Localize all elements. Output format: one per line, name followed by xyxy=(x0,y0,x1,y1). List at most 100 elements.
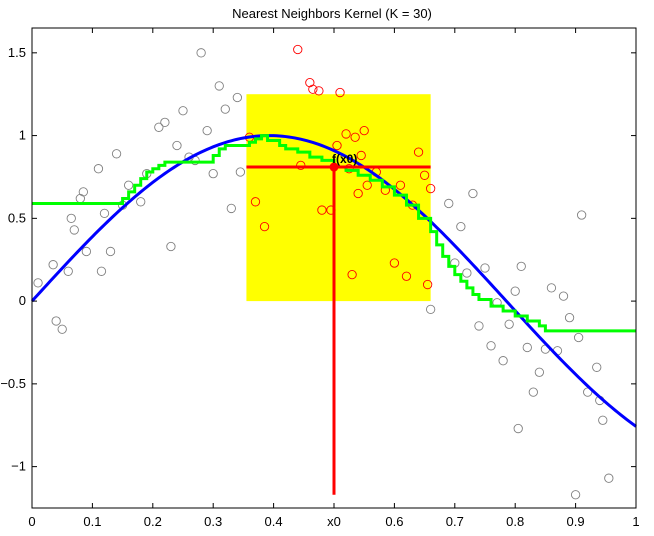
neighbor-point xyxy=(359,125,369,136)
y-tick-label: 0 xyxy=(19,293,26,308)
neighbor-point xyxy=(341,129,351,139)
x-tick-label: 0.4 xyxy=(265,514,283,529)
neighbor-point xyxy=(332,140,342,151)
data-point xyxy=(516,261,526,271)
data-point xyxy=(573,332,584,343)
neighbor-point xyxy=(305,77,315,88)
data-point xyxy=(474,321,484,331)
fx0-annotation: f(x0) xyxy=(332,152,357,166)
neighbor-point xyxy=(314,86,324,96)
data-point xyxy=(462,268,472,278)
neighbor-point xyxy=(259,221,270,232)
neighbor-point xyxy=(356,150,366,161)
neighbor-point xyxy=(250,197,261,207)
data-point xyxy=(78,187,88,197)
neighbor-point xyxy=(335,87,345,98)
data-point xyxy=(232,92,243,103)
data-point xyxy=(105,246,116,257)
data-point xyxy=(136,197,146,207)
data-point xyxy=(99,208,110,219)
data-point xyxy=(160,117,170,127)
data-point xyxy=(69,225,79,235)
neighbor-point xyxy=(317,205,327,215)
data-point xyxy=(202,125,212,136)
fx0-point xyxy=(329,162,339,172)
y-tick-label: 1 xyxy=(19,128,26,143)
y-tick-label: 0.5 xyxy=(8,210,26,225)
data-point xyxy=(63,266,73,276)
x-tick-label: 0.6 xyxy=(385,514,403,529)
data-point xyxy=(504,319,514,329)
data-point xyxy=(111,149,122,159)
data-point xyxy=(480,263,490,273)
y-tick-label: −0.5 xyxy=(0,376,26,391)
data-point xyxy=(528,387,538,397)
neighbor-point xyxy=(419,170,430,180)
x-tick-label: 0.8 xyxy=(506,514,524,529)
x-tick-label: x0 xyxy=(327,514,341,529)
data-point xyxy=(75,193,85,204)
data-point xyxy=(178,106,188,116)
data-point xyxy=(220,104,230,114)
x-tick-label: 0.9 xyxy=(567,514,585,529)
data-point xyxy=(468,188,478,199)
data-point xyxy=(226,203,236,214)
data-point xyxy=(172,140,182,151)
y-tick-label: −1 xyxy=(11,459,26,474)
neighbor-point xyxy=(296,160,306,171)
chart-title: Nearest Neighbors Kernel (K = 30) xyxy=(232,6,432,21)
data-point xyxy=(48,260,58,270)
data-point xyxy=(522,342,532,353)
neighbor-point xyxy=(347,269,357,280)
data-point xyxy=(486,341,496,351)
knn-estimate-line xyxy=(32,134,636,333)
data-point xyxy=(534,367,545,377)
neighbor-point xyxy=(308,84,318,94)
neighborhood-rect xyxy=(246,94,431,302)
data-point xyxy=(598,415,608,425)
neighbor-point xyxy=(389,258,400,268)
neighbor-point xyxy=(353,188,363,199)
neighbor-point xyxy=(350,132,360,142)
data-point xyxy=(564,313,575,323)
data-point xyxy=(546,283,557,293)
neighbor-point xyxy=(293,44,303,55)
neighbor-point xyxy=(401,271,412,281)
data-point xyxy=(81,246,92,257)
x-tick-label: 0.1 xyxy=(83,514,101,529)
data-point xyxy=(604,473,614,483)
x-tick-label: 0.2 xyxy=(144,514,162,529)
data-point xyxy=(570,490,581,500)
data-point xyxy=(57,324,67,334)
neighbor-point xyxy=(362,180,372,190)
data-point xyxy=(208,169,218,179)
x-tick-label: 0.7 xyxy=(446,514,464,529)
data-point xyxy=(66,213,76,223)
data-point xyxy=(235,167,246,177)
y-tick-label: 1.5 xyxy=(8,45,26,60)
data-point xyxy=(498,356,508,366)
data-point xyxy=(444,198,454,209)
data-point xyxy=(33,278,43,288)
data-point xyxy=(576,210,587,220)
x-tick-label: 0 xyxy=(28,514,35,529)
x-tick-label: 1 xyxy=(632,514,639,529)
data-point xyxy=(123,180,134,190)
data-point xyxy=(456,221,466,232)
x-tick-label: 0.3 xyxy=(204,514,222,529)
data-point xyxy=(513,423,523,434)
neighbor-point xyxy=(422,279,433,290)
data-point xyxy=(166,241,176,252)
data-point xyxy=(592,362,602,372)
data-point xyxy=(51,316,61,326)
data-point xyxy=(425,304,436,315)
neighbor-point xyxy=(413,147,424,157)
data-point xyxy=(96,266,107,276)
data-point xyxy=(558,291,569,301)
data-point xyxy=(93,164,104,174)
data-point xyxy=(196,48,206,58)
data-point xyxy=(510,286,520,296)
plot-area: f(x0) 0 0.1 0.2 0.3 0.4 x0 0.6 0.7 0.8 0.9 1 −1 −0.5 0… xyxy=(0,27,640,529)
neighbor-point xyxy=(395,180,406,190)
